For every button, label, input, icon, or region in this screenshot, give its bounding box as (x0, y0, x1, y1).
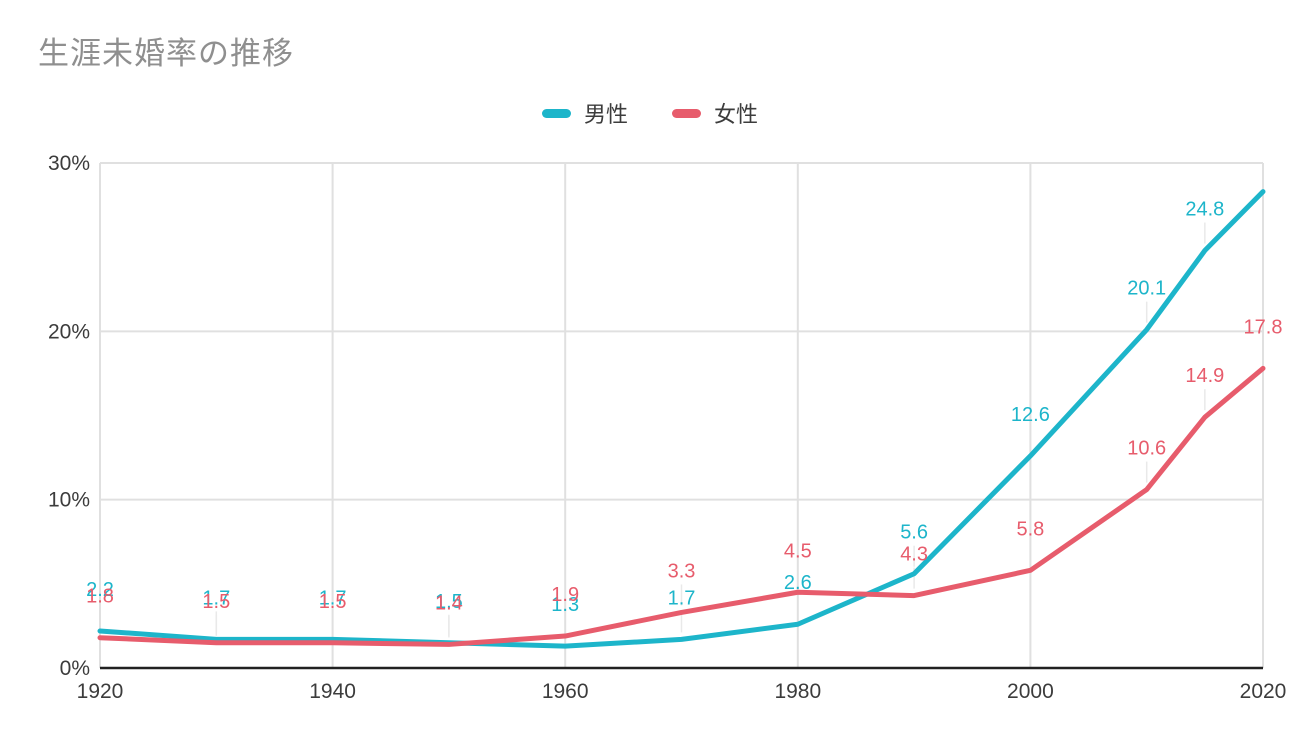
y-tick-label: 10% (48, 489, 90, 512)
legend-item-male: 男性 (541, 97, 628, 129)
data-label: 1.5 (202, 591, 230, 613)
female-series-swatch-icon (672, 108, 701, 118)
y-tick-label: 0% (60, 657, 90, 680)
x-tick-label: 1920 (77, 680, 124, 703)
data-label: 1.4 (435, 592, 463, 614)
data-label: 1.9 (551, 584, 579, 606)
legend-label-female: 女性 (714, 102, 759, 127)
data-label: 1.8 (86, 586, 114, 608)
data-label: 1.3 (551, 594, 579, 616)
gridlines (99, 162, 1264, 668)
legend: 男性 女性 (0, 97, 1300, 129)
series-labels-1: 1.8 1.5 1.5 1.4 1.93.34.5 4.35.810.614.917.8 (86, 316, 1282, 614)
legend-item-female: 女性 (672, 97, 758, 129)
y-tick-label: 20% (48, 320, 90, 343)
series-line-0 (97, 189, 1266, 649)
chart-title: 生涯未婚率の推移 (38, 36, 294, 71)
data-label: 14.9 (1185, 365, 1224, 387)
x-tick-label: 2000 (1007, 680, 1054, 703)
data-label: 2.2 (86, 579, 114, 601)
data-label: 1.7 (319, 587, 347, 609)
data-label: 5.6 (900, 522, 928, 544)
data-label: 1.5 (319, 591, 347, 613)
data-label: 20.1 (1127, 278, 1166, 300)
x-tick-label: 1940 (309, 680, 356, 703)
axis-tick-labels: 0% 10% 20% 30% 1920 1940 1960 1980 2000 2020 (48, 152, 1286, 703)
y-tick-label: 30% (48, 152, 90, 175)
data-label: 24.8 (1185, 199, 1224, 221)
data-label: 4.3 (900, 544, 928, 566)
data-label: 17.8 (1244, 316, 1283, 338)
data-label: 3.3 (668, 560, 696, 582)
data-label: 5.8 (1016, 518, 1044, 540)
legend-label-male: 男性 (583, 102, 628, 127)
data-label: 2.6 (784, 572, 812, 594)
series-line-1 (97, 365, 1266, 647)
x-tick-label: 2020 (1240, 680, 1287, 703)
male-series-swatch-icon (541, 108, 571, 118)
data-label: 12.6 (1011, 404, 1050, 426)
x-tick-label: 1980 (774, 680, 821, 703)
data-label: 1.7 (668, 587, 696, 609)
data-label: 1.7 (202, 587, 230, 609)
label-leader-lines (215, 222, 1206, 638)
data-label: 10.6 (1127, 438, 1166, 460)
x-tick-label: 1960 (542, 680, 589, 703)
data-label: 4.5 (784, 540, 812, 562)
series-labels-0: 2.2 1.7 1.7 1.5 1.3 1.72.65.612.620.124.8 (86, 199, 1224, 617)
data-label: 1.5 (435, 591, 463, 613)
